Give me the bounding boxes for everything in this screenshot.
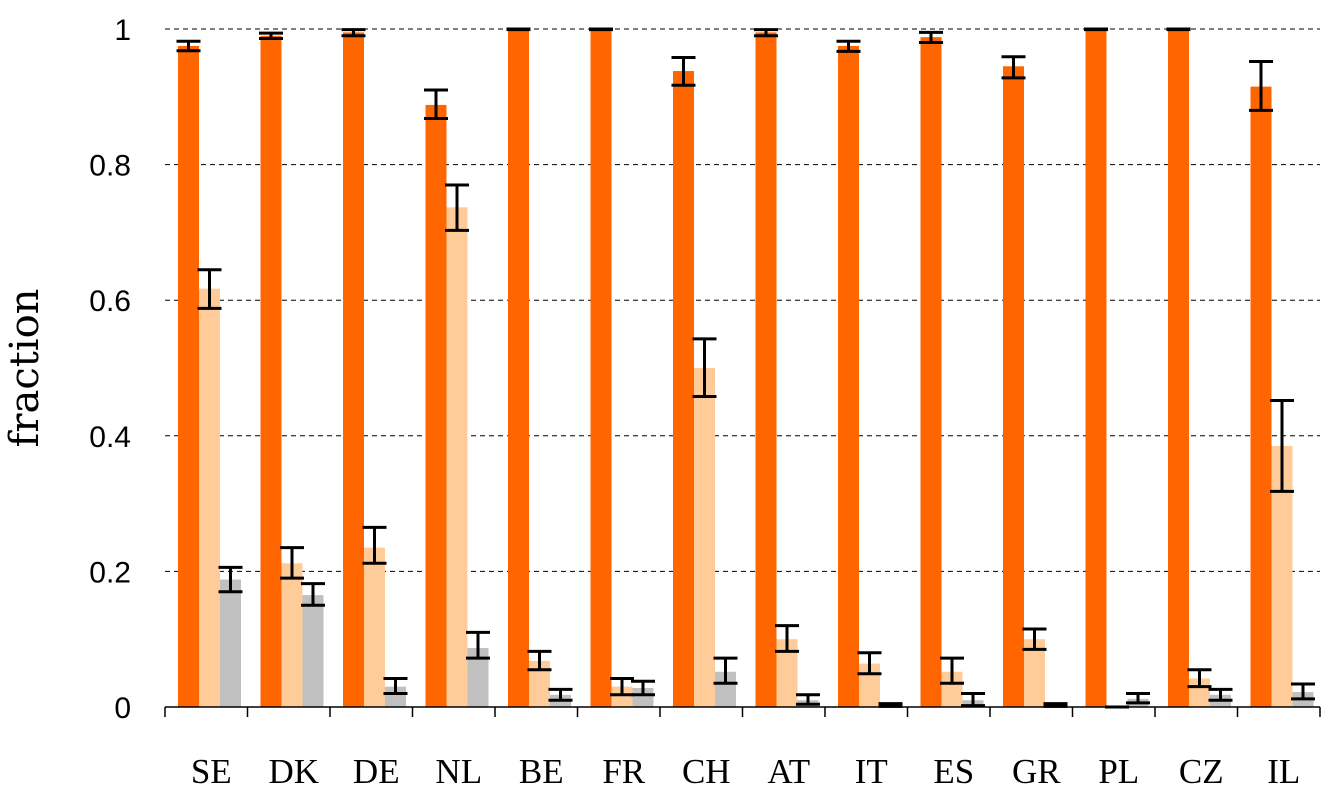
bar (694, 368, 715, 707)
bar (1250, 86, 1272, 707)
x-tick-label: SE (191, 752, 232, 788)
y-axis: 0 0.2 0.4 0.6 0.8 1 (89, 14, 131, 725)
bar (941, 671, 963, 707)
bar (755, 32, 777, 707)
x-tick-label: AT (767, 752, 810, 788)
bar (364, 547, 385, 707)
bar (920, 37, 942, 708)
bar (178, 45, 199, 707)
bar (715, 671, 736, 707)
y-tick-label: 0 (114, 692, 131, 725)
x-tick-label: PL (1098, 752, 1139, 788)
x-tick-label: ES (933, 752, 974, 788)
bar (611, 686, 633, 707)
bar (1024, 639, 1045, 707)
bar (281, 563, 303, 707)
bar (260, 35, 282, 707)
y-tick-label: 0.6 (89, 285, 131, 318)
y-tick-label: 1 (114, 14, 131, 47)
bar (632, 688, 654, 707)
bar (343, 32, 364, 707)
x-tick-label: DK (268, 752, 319, 788)
x-tick-label: GR (1012, 752, 1061, 788)
bar (776, 639, 798, 707)
bars (178, 29, 1314, 708)
bar (446, 207, 468, 707)
bar (199, 288, 220, 707)
bar (838, 45, 859, 707)
x-tick-label: CH (682, 752, 731, 788)
gridlines (165, 28, 1320, 572)
bar (673, 71, 694, 707)
bar (590, 29, 612, 707)
y-tick-label: 0.4 (89, 421, 131, 454)
x-tick-label: CZ (1179, 752, 1224, 788)
error-bars (176, 27, 1315, 709)
y-axis-label: fraction (2, 289, 48, 448)
x-axis: SE DK DE NL BE FR CH AT IT ES GR PL CZ IL (164, 706, 1321, 788)
bar (302, 595, 324, 707)
x-tick-label: NL (435, 752, 482, 788)
y-tick-label: 0.8 (89, 150, 131, 183)
bar (1168, 29, 1189, 707)
bar (425, 104, 447, 708)
bar (1003, 66, 1024, 708)
bar (1271, 445, 1293, 707)
x-tick-label: IL (1267, 752, 1300, 788)
x-tick-label: BE (519, 752, 564, 788)
x-tick-label: DE (353, 752, 400, 788)
bar (385, 686, 406, 707)
bar (467, 648, 489, 707)
bar (220, 579, 241, 707)
x-tick-label: IT (855, 752, 888, 788)
y-tick-label: 0.2 (89, 556, 131, 589)
bar (529, 660, 550, 707)
x-tick-label: FR (602, 752, 645, 788)
bar (1085, 29, 1107, 707)
bar (508, 29, 529, 707)
